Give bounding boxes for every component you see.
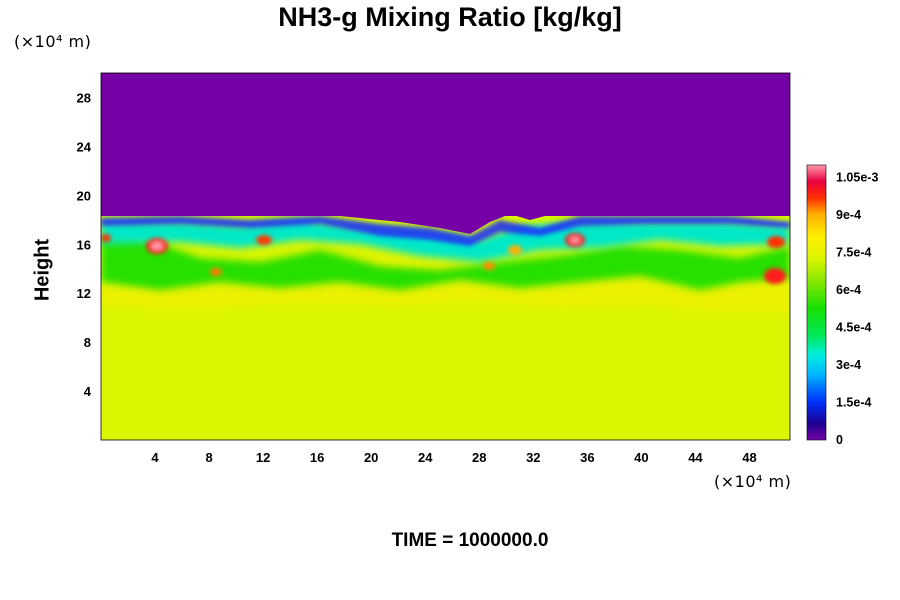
hotspot: [101, 234, 111, 242]
x-tick-label: 20: [364, 450, 378, 465]
y-tick-label: 4: [84, 384, 92, 399]
field-mixed-layer-green: [101, 236, 790, 290]
y-tick-label: 24: [77, 139, 92, 154]
time-caption: TIME = 1000000.0: [391, 530, 549, 551]
x-tick-label: 40: [634, 450, 648, 465]
colorbar-tick-label: 6e-4: [836, 283, 861, 297]
hotspot-core: [151, 242, 163, 250]
hotspot: [767, 236, 785, 248]
x-tick-label: 44: [688, 450, 703, 465]
hotspot: [210, 268, 222, 276]
field-cloud-top-blue: [101, 216, 790, 246]
colorbar-tick-label: 4.5e-4: [836, 321, 871, 335]
colorbar-tick-label: 0: [836, 433, 843, 447]
colorbar-ticks: 0 1.5e-4 3e-4 4.5e-4 6e-4 7.5e-4 9e-4 1.05e-3: [836, 171, 878, 448]
field-hotspots: [101, 233, 786, 284]
colorbar-tick-label: 7.5e-4: [836, 246, 871, 260]
x-tick-label: 28: [472, 450, 486, 465]
hotspot: [483, 262, 495, 270]
y-tick-label: 20: [77, 188, 91, 203]
x-tick-label: 12: [256, 450, 270, 465]
x-tick-label: 24: [418, 450, 433, 465]
chart-title: NH3-g Mixing Ratio [kg/kg]: [278, 2, 622, 32]
x-tick-label: 36: [580, 450, 594, 465]
x-tick-label: 8: [205, 450, 212, 465]
hotspot: [508, 245, 522, 255]
y-tick-label: 12: [77, 286, 91, 301]
x-tick-label: 4: [151, 450, 159, 465]
field-cloud-top-edge: [101, 210, 790, 234]
y-axis-unit: (×10⁴ m): [14, 32, 92, 51]
x-tick-label: 16: [310, 450, 324, 465]
y-tick-label: 16: [77, 237, 91, 252]
colorbar-tick-label: 1.5e-4: [836, 396, 871, 410]
hotspot-core: [570, 237, 580, 243]
x-axis-unit: (×10⁴ m): [714, 472, 792, 491]
y-tick-label: 8: [84, 335, 91, 350]
hotspot: [256, 235, 272, 245]
colorbar-tick-label: 3e-4: [836, 358, 861, 372]
x-tick-label: 48: [742, 450, 756, 465]
plot-frame: [100, 72, 791, 441]
field-upper-region: [101, 73, 790, 216]
x-axis: 4 8 12 16 20 24 28 32 36 40 44 48: [151, 450, 756, 465]
colorbar-tick-label: 9e-4: [836, 208, 861, 222]
colorbar-tick-label: 1.05e-3: [836, 171, 878, 185]
y-tick-label: 28: [77, 90, 91, 105]
hotspot: [764, 268, 786, 284]
y-axis: 4 8 12 16 20 24 28: [77, 90, 92, 399]
heatmap-field: [101, 73, 790, 440]
colorbar: [806, 164, 827, 441]
x-tick-label: 32: [526, 450, 540, 465]
